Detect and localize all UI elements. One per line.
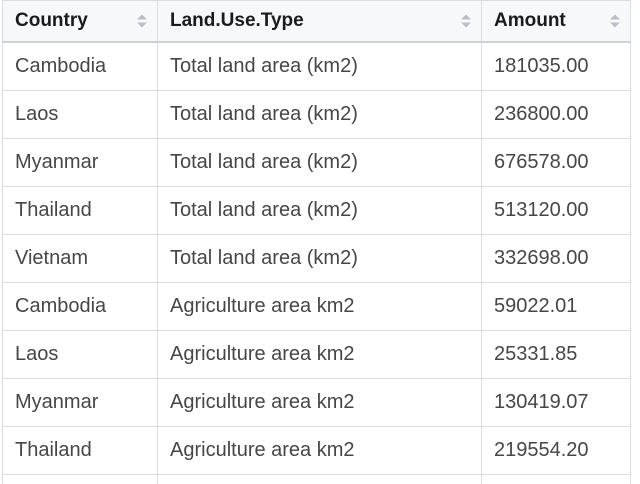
- cell-land-use-type: Agriculture area km2: [157, 378, 482, 427]
- table-row[interactable]: Thailand Agriculture area km2 219554.20: [2, 426, 631, 475]
- cell-land-use-type: [157, 474, 482, 484]
- sort-ascending-icon: [610, 14, 620, 20]
- cell-land-use-type: Total land area (km2): [157, 41, 482, 91]
- sort-both-icon[interactable]: [610, 14, 620, 28]
- sort-descending-icon: [461, 22, 471, 28]
- cell-amount: 59022.01: [481, 282, 631, 331]
- cell-country: Laos: [2, 330, 158, 379]
- cell-land-use-type: Agriculture area km2: [157, 330, 482, 379]
- cell-country: Myanmar: [2, 378, 158, 427]
- cell-amount: 25331.85: [481, 330, 631, 379]
- cell-land-use-type: Total land area (km2): [157, 138, 482, 187]
- table-row[interactable]: Laos Total land area (km2) 236800.00: [2, 90, 631, 139]
- cell-amount: 676578.00: [481, 138, 631, 187]
- sort-both-icon[interactable]: [461, 14, 471, 28]
- cell-amount: 130419.07: [481, 378, 631, 427]
- cell-country: Myanmar: [2, 138, 158, 187]
- cell-country: Thailand: [2, 426, 158, 475]
- cell-amount: [481, 474, 631, 484]
- table-row[interactable]: Cambodia Total land area (km2) 181035.00: [2, 41, 631, 91]
- sort-ascending-icon: [137, 14, 147, 20]
- cell-amount: 332698.00: [481, 234, 631, 283]
- cell-country: Cambodia: [2, 41, 158, 91]
- table-row[interactable]: Cambodia Agriculture area km2 59022.01: [2, 282, 631, 331]
- table-row[interactable]: Vietnam Total land area (km2) 332698.00: [2, 234, 631, 283]
- sort-both-icon[interactable]: [137, 14, 147, 28]
- cell-amount: 219554.20: [481, 426, 631, 475]
- cell-country: Vietnam: [2, 234, 158, 283]
- cell-land-use-type: Agriculture area km2: [157, 282, 482, 331]
- cell-land-use-type: Agriculture area km2: [157, 426, 482, 475]
- sort-descending-icon: [610, 22, 620, 28]
- table-row-partial: [2, 474, 631, 484]
- table-row[interactable]: Thailand Total land area (km2) 513120.00: [2, 186, 631, 235]
- table-row[interactable]: Myanmar Agriculture area km2 130419.07: [2, 378, 631, 427]
- sort-descending-icon: [137, 22, 147, 28]
- column-header-country[interactable]: Country: [2, 0, 158, 43]
- column-header-amount-label: Amount: [494, 10, 566, 31]
- table-row[interactable]: Laos Agriculture area km2 25331.85: [2, 330, 631, 379]
- cell-land-use-type: Total land area (km2): [157, 234, 482, 283]
- cell-amount: 181035.00: [481, 41, 631, 91]
- cell-country: Thailand: [2, 186, 158, 235]
- column-header-country-label: Country: [15, 10, 88, 31]
- cell-country: [2, 474, 158, 484]
- table-header-row: Country Land.Use.Type Amount: [2, 0, 631, 43]
- cell-amount: 236800.00: [481, 90, 631, 139]
- cell-land-use-type: Total land area (km2): [157, 90, 482, 139]
- column-header-land-use-type[interactable]: Land.Use.Type: [157, 0, 482, 43]
- table-body: Cambodia Total land area (km2) 181035.00 La…: [2, 41, 631, 484]
- table-row[interactable]: Myanmar Total land area (km2) 676578.00: [2, 138, 631, 187]
- cell-land-use-type: Total land area (km2): [157, 186, 482, 235]
- table-header: Country Land.Use.Type Amount: [2, 0, 631, 43]
- column-header-land-use-type-label: Land.Use.Type: [170, 10, 304, 31]
- cell-country: Laos: [2, 90, 158, 139]
- cell-amount: 513120.00: [481, 186, 631, 235]
- column-header-amount[interactable]: Amount: [481, 0, 631, 43]
- cell-country: Cambodia: [2, 282, 158, 331]
- sort-ascending-icon: [461, 14, 471, 20]
